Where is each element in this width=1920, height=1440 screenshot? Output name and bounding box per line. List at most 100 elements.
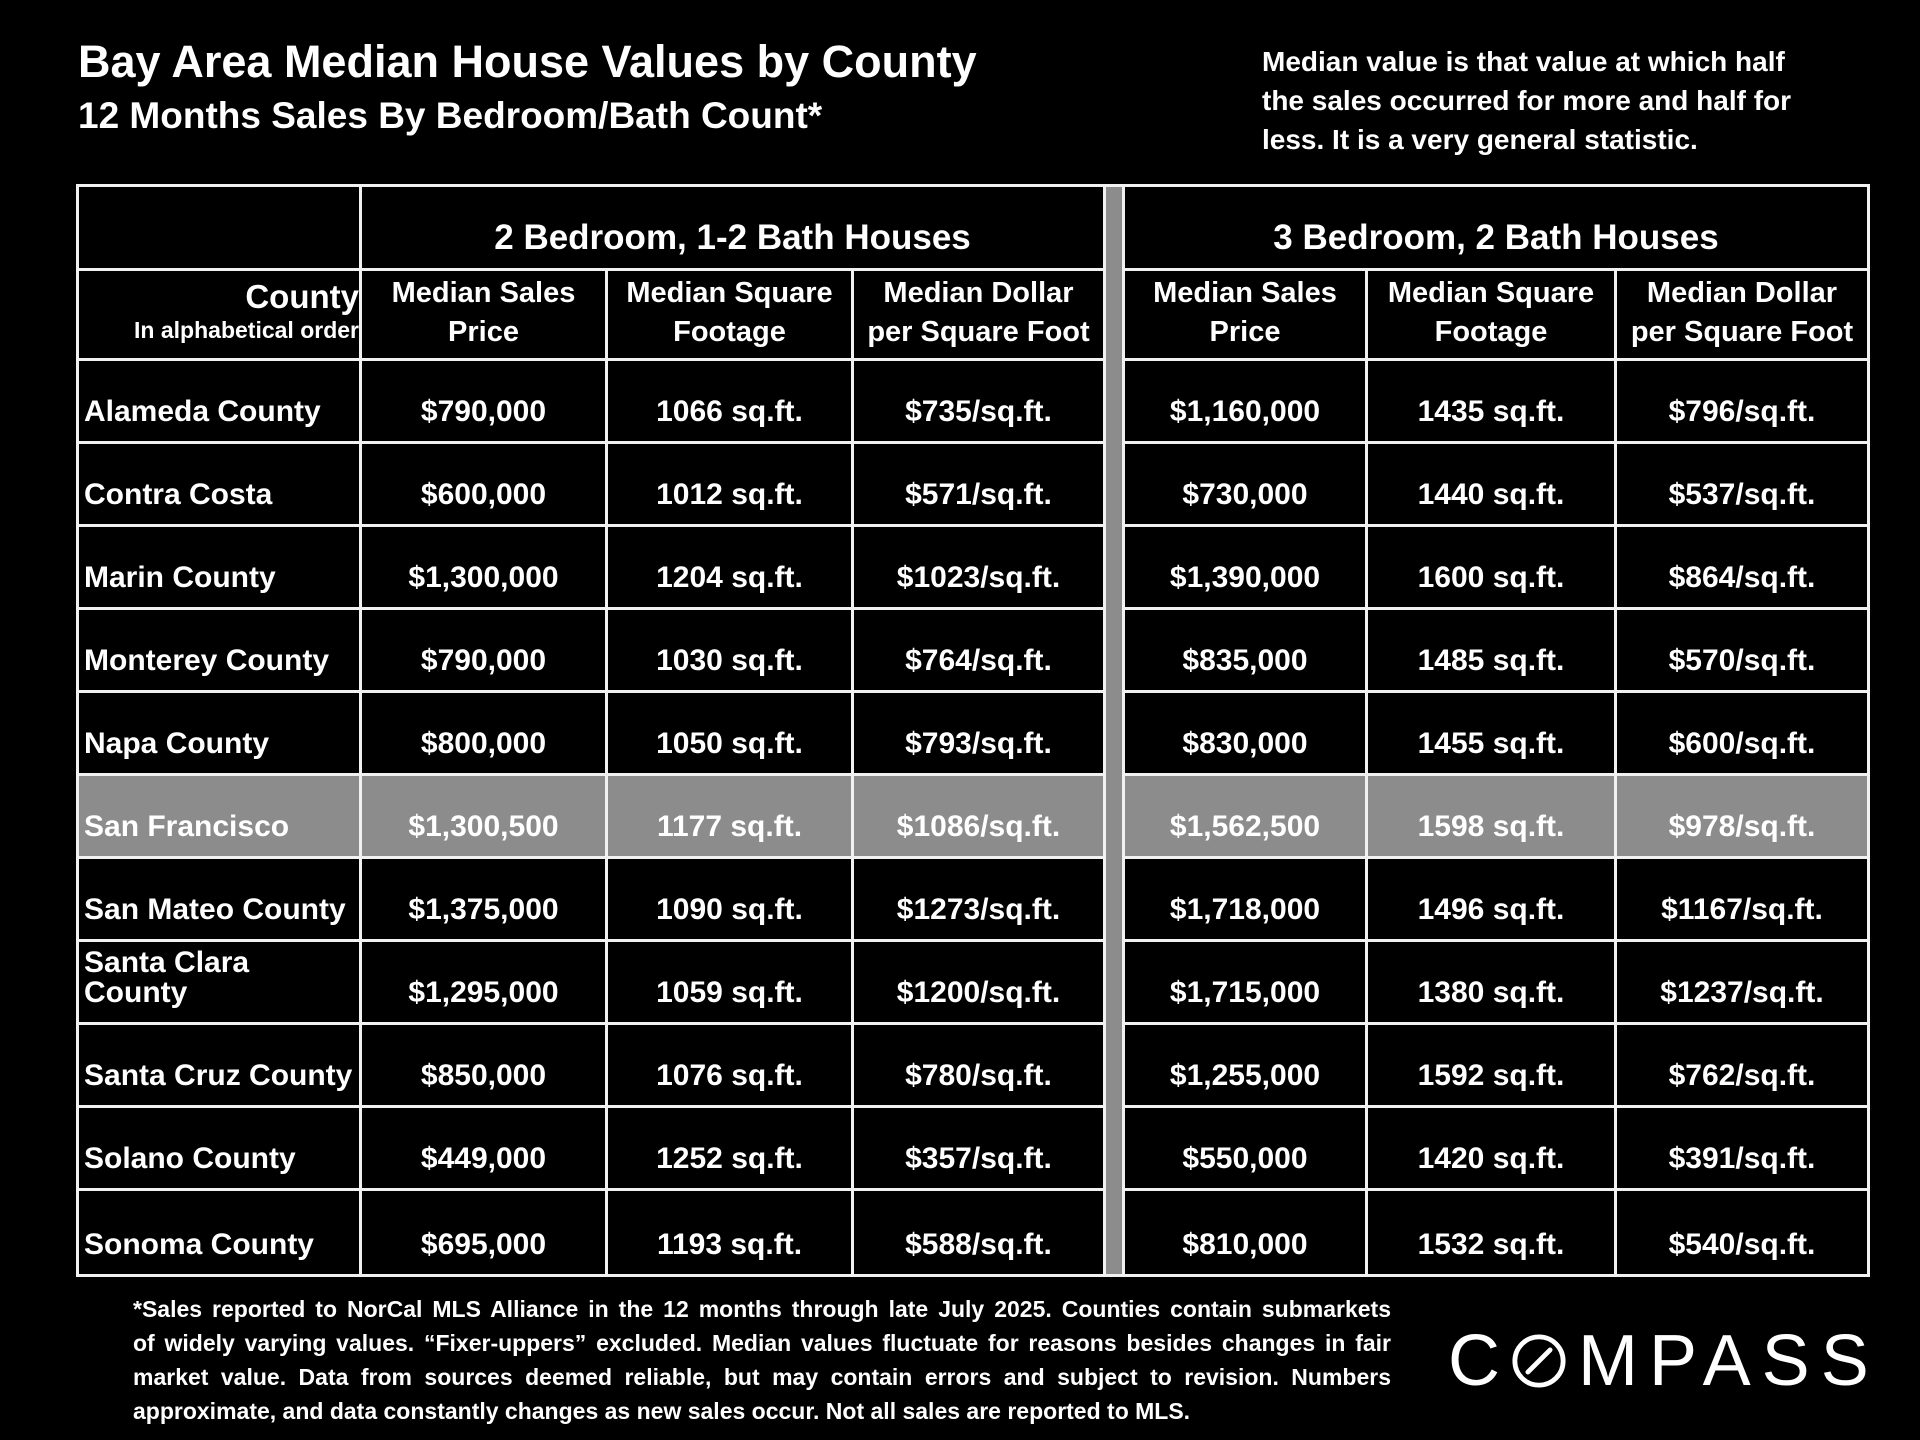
- value-cell: $588/sq.ft.: [854, 1191, 1106, 1274]
- county-column-header: County In alphabetical order: [79, 271, 362, 361]
- value-cell: $550,000: [1125, 1108, 1368, 1191]
- value-cell: $1237/sq.ft.: [1617, 942, 1867, 1025]
- compass-logo-text-mpass: MPASS: [1578, 1321, 1880, 1401]
- value-cell: $1,390,000: [1125, 527, 1368, 610]
- value-cell: $1086/sq.ft.: [854, 776, 1106, 859]
- value-cell: $1,562,500: [1125, 776, 1368, 859]
- value-cell: $1,255,000: [1125, 1025, 1368, 1108]
- value-cell: $835,000: [1125, 610, 1368, 693]
- value-cell: $695,000: [362, 1191, 608, 1274]
- value-cell: 1496 sq.ft.: [1368, 859, 1617, 942]
- county-cell: Contra Costa: [79, 444, 362, 527]
- value-cell: $796/sq.ft.: [1617, 361, 1867, 444]
- group-header-3bed: 3 Bedroom, 2 Bath Houses: [1125, 187, 1867, 271]
- value-cell: 1485 sq.ft.: [1368, 610, 1617, 693]
- value-cell: $730,000: [1125, 444, 1368, 527]
- group-header-2bed: 2 Bedroom, 1-2 Bath Houses: [362, 187, 1106, 271]
- value-cell: $850,000: [362, 1025, 608, 1108]
- value-cell: 1592 sq.ft.: [1368, 1025, 1617, 1108]
- county-cell: Santa Cruz County: [79, 1025, 362, 1108]
- value-cell: 1600 sq.ft.: [1368, 527, 1617, 610]
- county-cell: Alameda County: [79, 361, 362, 444]
- value-cell: $1,160,000: [1125, 361, 1368, 444]
- value-cell: 1204 sq.ft.: [608, 527, 854, 610]
- value-cell: $810,000: [1125, 1191, 1368, 1274]
- value-cell: 1435 sq.ft.: [1368, 361, 1617, 444]
- value-cell: $600,000: [362, 444, 608, 527]
- value-cell: $830,000: [1125, 693, 1368, 776]
- value-cell: $864/sq.ft.: [1617, 527, 1867, 610]
- value-cell: $764/sq.ft.: [854, 610, 1106, 693]
- value-cell: 1193 sq.ft.: [608, 1191, 854, 1274]
- column-header-sales-price-2bed: Median Sales Price: [362, 271, 608, 361]
- county-cell: Sonoma County: [79, 1191, 362, 1274]
- footnote: *Sales reported to NorCal MLS Alliance i…: [133, 1292, 1391, 1428]
- value-cell: $571/sq.ft.: [854, 444, 1106, 527]
- value-cell: 1420 sq.ft.: [1368, 1108, 1617, 1191]
- county-cell: San Francisco: [79, 776, 362, 859]
- note-line: less. It is a very general statistic.: [1262, 124, 1698, 155]
- value-cell: 1059 sq.ft.: [608, 942, 854, 1025]
- value-cell: 1455 sq.ft.: [1368, 693, 1617, 776]
- column-header-square-footage-2bed: Median Square Footage: [608, 271, 854, 361]
- value-cell: $1200/sq.ft.: [854, 942, 1106, 1025]
- median-values-table: 2 Bedroom, 1-2 Bath Houses 3 Bedroom, 2 …: [76, 184, 1870, 1277]
- value-cell: $1,375,000: [362, 859, 608, 942]
- value-cell: 1050 sq.ft.: [608, 693, 854, 776]
- value-cell: $790,000: [362, 361, 608, 444]
- county-header-subtitle: In alphabetical order: [134, 317, 359, 344]
- value-cell: 1177 sq.ft.: [608, 776, 854, 859]
- county-cell: Solano County: [79, 1108, 362, 1191]
- value-cell: $780/sq.ft.: [854, 1025, 1106, 1108]
- value-cell: 1090 sq.ft.: [608, 859, 854, 942]
- value-cell: 1598 sq.ft.: [1368, 776, 1617, 859]
- county-cell: San Mateo County: [79, 859, 362, 942]
- value-cell: 1066 sq.ft.: [608, 361, 854, 444]
- county-cell: Monterey County: [79, 610, 362, 693]
- value-cell: $978/sq.ft.: [1617, 776, 1867, 859]
- compass-o-icon: [1512, 1334, 1566, 1388]
- value-cell: $790,000: [362, 610, 608, 693]
- footnote-line: *Sales reported to NorCal MLS Alliance i…: [133, 1296, 1391, 1322]
- value-cell: $1,718,000: [1125, 859, 1368, 942]
- footnote-line: market value. Data from sources deemed r…: [133, 1364, 1391, 1390]
- page-title: Bay Area Median House Values by County: [78, 36, 977, 87]
- value-cell: $449,000: [362, 1108, 608, 1191]
- value-cell: $1,715,000: [1125, 942, 1368, 1025]
- column-header-dollar-per-sqft-3bed: Median Dollar per Square Foot: [1617, 271, 1867, 361]
- value-cell: $735/sq.ft.: [854, 361, 1106, 444]
- page-subtitle: 12 Months Sales By Bedroom/Bath Count*: [78, 95, 823, 136]
- median-definition-note: Median value is that value at which half…: [1262, 42, 1791, 159]
- column-header-dollar-per-sqft-2bed: Median Dollar per Square Foot: [854, 271, 1106, 361]
- county-cell: Santa Clara County: [79, 942, 362, 1025]
- note-line: Median value is that value at which half: [1262, 46, 1785, 77]
- blank-corner-cell: [79, 187, 362, 271]
- value-cell: 1532 sq.ft.: [1368, 1191, 1617, 1274]
- value-cell: $600/sq.ft.: [1617, 693, 1867, 776]
- footnote-line: approximate, and data constantly changes…: [133, 1398, 1191, 1424]
- compass-logo: C MPASS: [1448, 1325, 1880, 1397]
- value-cell: $570/sq.ft.: [1617, 610, 1867, 693]
- value-cell: $800,000: [362, 693, 608, 776]
- value-cell: 1030 sq.ft.: [608, 610, 854, 693]
- value-cell: 1012 sq.ft.: [608, 444, 854, 527]
- value-cell: $1,300,500: [362, 776, 608, 859]
- value-cell: $1273/sq.ft.: [854, 859, 1106, 942]
- county-cell: Marin County: [79, 527, 362, 610]
- value-cell: $1167/sq.ft.: [1617, 859, 1867, 942]
- value-cell: $540/sq.ft.: [1668, 1228, 1816, 1261]
- value-cell: 1076 sq.ft.: [608, 1025, 854, 1108]
- county-header-title: County: [245, 277, 359, 315]
- value-cell: 1252 sq.ft.: [608, 1108, 854, 1191]
- county-cell: Napa County: [79, 693, 362, 776]
- value-cell: $391/sq.ft.: [1617, 1108, 1867, 1191]
- note-line: the sales occurred for more and half for: [1262, 85, 1792, 116]
- value-cell: 1380 sq.ft.: [1368, 942, 1617, 1025]
- group-divider: [1106, 187, 1125, 1274]
- compass-logo-text-c: C: [1448, 1321, 1511, 1401]
- value-cell: $1,300,000: [362, 527, 608, 610]
- value-cell: 1440 sq.ft.: [1368, 444, 1617, 527]
- column-header-sales-price-3bed: Median Sales Price: [1125, 271, 1368, 361]
- value-cell: $357/sq.ft.: [854, 1108, 1106, 1191]
- column-header-square-footage-3bed: Median Square Footage: [1368, 271, 1617, 361]
